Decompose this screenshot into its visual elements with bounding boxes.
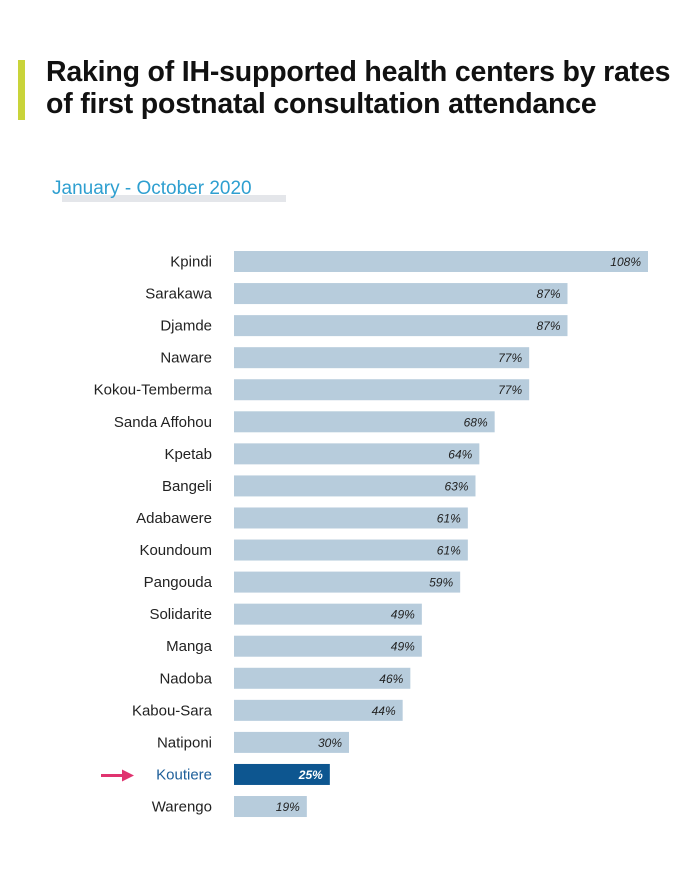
subtitle-underline bbox=[62, 195, 286, 202]
bar-kabou-sara bbox=[234, 699, 403, 721]
highlight-arrow-icon bbox=[122, 769, 134, 782]
bar-koundoum bbox=[234, 539, 468, 561]
category-label: Koundoum bbox=[139, 542, 212, 559]
category-label: Kpindi bbox=[170, 254, 212, 271]
value-label: 30% bbox=[318, 736, 342, 750]
category-label: Kabou-Sara bbox=[132, 702, 213, 719]
value-label: 63% bbox=[444, 479, 468, 493]
chart-subtitle: January - October 2020 bbox=[52, 178, 252, 199]
bar-koutiere bbox=[234, 763, 330, 785]
value-label: 46% bbox=[379, 672, 403, 686]
value-label: 19% bbox=[276, 800, 300, 814]
category-label: Kpetab bbox=[164, 446, 212, 463]
category-label: Natiponi bbox=[157, 734, 212, 751]
value-label: 68% bbox=[464, 415, 488, 429]
value-label: 44% bbox=[372, 704, 396, 718]
bar-adabawere bbox=[234, 507, 468, 529]
value-label: 61% bbox=[437, 544, 461, 558]
category-label: Adabawere bbox=[136, 510, 212, 527]
category-label: Kokou-Temberma bbox=[94, 382, 213, 399]
bar-kpetab bbox=[234, 443, 480, 465]
bar-sarakawa bbox=[234, 283, 568, 305]
category-label: Koutiere bbox=[156, 766, 212, 783]
category-label: Naware bbox=[160, 350, 212, 367]
bar-djamde bbox=[234, 315, 568, 337]
chart-title: Raking of IH-supported health centers by… bbox=[46, 56, 671, 120]
category-label: Sanda Affohou bbox=[114, 414, 212, 431]
subtitle-block: January - October 2020 bbox=[52, 178, 286, 202]
value-label: 77% bbox=[498, 383, 522, 397]
value-label: 108% bbox=[610, 255, 641, 269]
bar-warengo bbox=[234, 796, 307, 818]
bar-sanda-affohou bbox=[234, 411, 495, 433]
value-label: 64% bbox=[448, 447, 472, 461]
value-label: 49% bbox=[391, 640, 415, 654]
bar-solidarite bbox=[234, 603, 422, 625]
value-label: 25% bbox=[298, 768, 323, 782]
bar-natiponi bbox=[234, 731, 349, 753]
bar-pangouda bbox=[234, 571, 461, 593]
value-label: 59% bbox=[429, 576, 453, 590]
category-label: Nadoba bbox=[159, 670, 212, 687]
category-label: Warengo bbox=[152, 799, 212, 816]
bar-kokou-temberma bbox=[234, 379, 530, 401]
category-label: Manga bbox=[166, 638, 213, 655]
category-label: Pangouda bbox=[144, 574, 213, 591]
value-label: 49% bbox=[391, 608, 415, 622]
value-label: 61% bbox=[437, 511, 461, 525]
category-label: Sarakawa bbox=[145, 286, 212, 303]
bar-bangeli bbox=[234, 475, 476, 497]
category-label: Djamde bbox=[160, 318, 212, 335]
bar-kpindi bbox=[234, 251, 648, 272]
bar-naware bbox=[234, 347, 530, 369]
category-label: Solidarite bbox=[149, 606, 212, 623]
category-label: Bangeli bbox=[162, 478, 212, 495]
title-accent-bar bbox=[18, 60, 25, 120]
value-label: 87% bbox=[536, 287, 560, 301]
value-label: 77% bbox=[498, 351, 522, 365]
bar-manga bbox=[234, 635, 422, 657]
bar-nadoba bbox=[234, 667, 411, 689]
value-label: 87% bbox=[536, 319, 560, 333]
